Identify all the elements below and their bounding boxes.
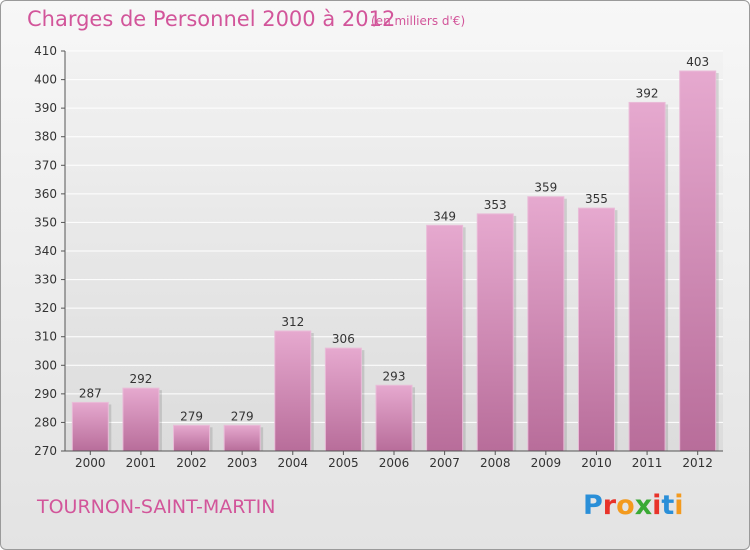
y-tick-label: 310 — [34, 330, 57, 344]
bar-value-label: 287 — [79, 386, 102, 400]
y-tick-label: 300 — [34, 358, 57, 372]
y-tick-label: 320 — [34, 301, 57, 315]
logo-letter: i — [652, 490, 662, 521]
bar-value-label: 355 — [585, 192, 608, 206]
bar-value-label: 349 — [433, 209, 456, 223]
bar-value-label: 292 — [129, 372, 152, 386]
bar-2011 — [628, 101, 666, 452]
y-tick-label: 370 — [34, 158, 57, 172]
bar-2004 — [274, 330, 312, 452]
x-tick-label: 2010 — [581, 456, 612, 470]
y-tick-label: 340 — [34, 244, 57, 258]
y-tick-label: 350 — [34, 215, 57, 229]
chart-title: Charges de Personnel 2000 à 2012 — [27, 7, 396, 31]
commune-name: TOURNON-SAINT-MARTIN — [37, 496, 276, 518]
y-tick-label: 410 — [34, 44, 57, 58]
bar-value-label: 293 — [383, 369, 406, 383]
chart-subtitle: (en milliers d'€) — [371, 14, 466, 28]
y-tick-label: 290 — [34, 387, 57, 401]
y-tick-label: 330 — [34, 273, 57, 287]
x-tick-label: 2002 — [176, 456, 207, 470]
bar-2012 — [679, 70, 717, 452]
bar-2007 — [426, 224, 464, 452]
proxiti-logo: Proxiti — [583, 490, 684, 521]
logo-letter: i — [674, 490, 684, 521]
x-tick-label: 2001 — [126, 456, 157, 470]
bar-2006 — [375, 384, 413, 452]
y-tick-label: 400 — [34, 73, 57, 87]
logo-letter: t — [661, 490, 675, 521]
x-tick-label: 2004 — [277, 456, 308, 470]
x-tick-label: 2011 — [632, 456, 663, 470]
bar-value-label: 353 — [484, 198, 507, 212]
x-tick-label: 2005 — [328, 456, 359, 470]
bar-value-label: 312 — [281, 315, 304, 329]
bar-value-label: 279 — [231, 409, 254, 423]
axes: 270 280 290 300 310 320 330 340 350 360 370 380 390 4… — [34, 44, 723, 470]
x-tick-label: 2007 — [429, 456, 460, 470]
logo-letter: x — [634, 490, 653, 521]
x-tick-label: 2008 — [480, 456, 511, 470]
bar-2002 — [173, 424, 211, 452]
logo-letter: P — [583, 490, 603, 521]
x-tick-label: 2012 — [682, 456, 713, 470]
y-tick-label: 380 — [34, 130, 57, 144]
x-tick-label: 2009 — [531, 456, 562, 470]
bar-value-label: 306 — [332, 332, 355, 346]
logo-letter: r — [602, 490, 617, 521]
bar-value-label: 392 — [636, 86, 659, 100]
bar-2005 — [324, 347, 362, 452]
y-tick-label: 280 — [34, 415, 57, 429]
x-tick-label: 2006 — [379, 456, 410, 470]
bar-2008 — [476, 213, 514, 452]
bar-2009 — [527, 196, 565, 452]
bar-2010 — [577, 207, 615, 452]
bar-2001 — [122, 387, 160, 452]
bar-value-label: 403 — [686, 55, 709, 69]
bar-value-label: 279 — [180, 409, 203, 423]
y-tick-label: 360 — [34, 187, 57, 201]
bar-2000 — [71, 401, 109, 452]
y-tick-label: 270 — [34, 444, 57, 458]
x-tick-label: 2003 — [227, 456, 258, 470]
bar-2003 — [223, 424, 261, 452]
x-tick-label: 2000 — [75, 456, 106, 470]
y-tick-label: 390 — [34, 101, 57, 115]
logo-letter: o — [616, 490, 635, 521]
bars: 287 292 279 279 312 306 293 349 353 359 355 392 403 — [71, 55, 719, 452]
bar-value-label: 359 — [534, 181, 557, 195]
